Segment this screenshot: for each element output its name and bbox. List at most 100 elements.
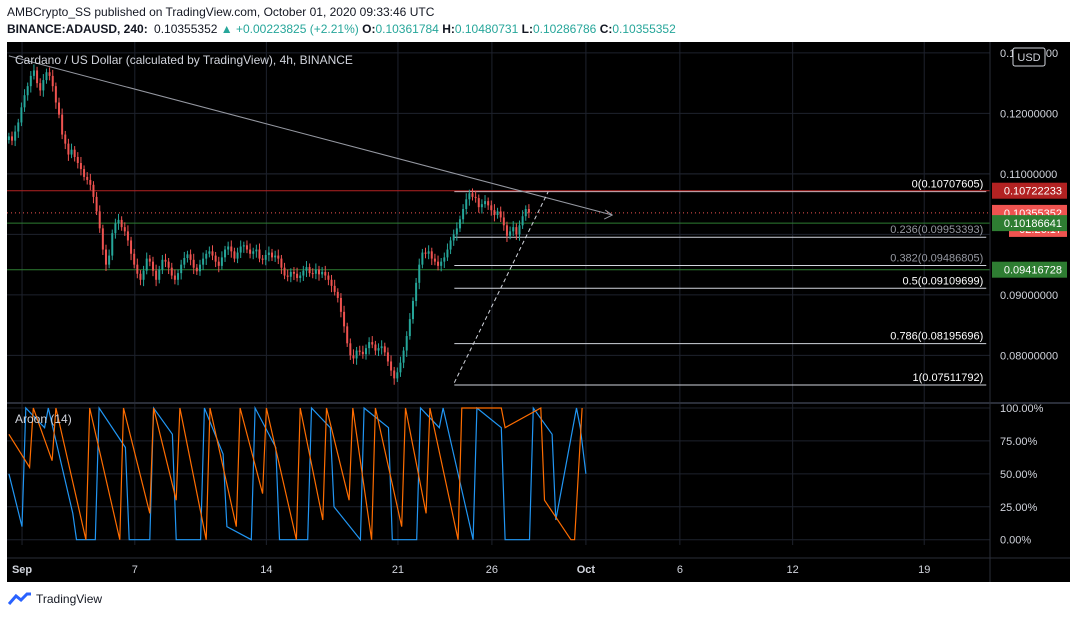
candle-body: [462, 208, 465, 220]
candle-body: [496, 211, 499, 216]
candle-body: [299, 275, 302, 278]
candle-body: [239, 246, 242, 253]
candle-body: [330, 279, 333, 286]
price-tags: 0.107222330.1035535202:26:170.101866410.…: [992, 182, 1067, 278]
trendline-arrow: [603, 209, 614, 220]
candle-body: [120, 219, 123, 228]
symbol-label: BINANCE:ADAUSD, 240: [7, 22, 144, 36]
time-tick-label: 14: [260, 564, 272, 576]
candle-body: [7, 136, 10, 141]
currency-badge[interactable]: [1012, 47, 1046, 67]
candle-body: [518, 225, 521, 235]
candle-body: [480, 204, 483, 208]
candle-body: [177, 273, 180, 280]
candle-body: [79, 163, 82, 170]
candle-body: [42, 80, 45, 91]
aroon-tick-label: 100.00%: [1000, 403, 1044, 415]
candle-body: [374, 344, 377, 351]
candle-body: [321, 271, 324, 275]
aroon-tick-label: 50.00%: [1000, 469, 1038, 481]
candle-body: [280, 258, 283, 268]
candle-body: [324, 271, 327, 276]
candle-body: [408, 319, 411, 337]
candle-body: [349, 343, 352, 356]
time-tick-label: 7: [132, 564, 138, 576]
candle-body: [267, 252, 270, 255]
candle-body: [471, 193, 474, 197]
candle-body: [437, 261, 440, 266]
candle-body: [364, 348, 367, 355]
horizontal-levels[interactable]: [7, 190, 990, 271]
candle-body: [245, 245, 248, 250]
candle-body: [443, 257, 446, 262]
aroon-label: Aroon (14): [15, 412, 72, 426]
candle-body: [415, 282, 418, 301]
support-price-tag-bg: [992, 215, 1067, 232]
candle-body: [227, 246, 230, 250]
currency-label: USD: [1017, 52, 1040, 64]
candle-body: [333, 285, 336, 292]
descending-trendline: [8, 55, 613, 216]
candle-body: [17, 122, 20, 132]
candle-body: [402, 350, 405, 363]
candle-body: [509, 231, 512, 236]
trendlines[interactable]: [8, 55, 614, 383]
price-tick-label: 0.09000000: [1000, 290, 1058, 302]
fib-level-label: 0.5(0.09109699): [903, 275, 984, 287]
candle-body: [465, 199, 468, 209]
ohlc-row: BINANCE:ADAUSD, 240: 0.10355352 ▲ +0.002…: [7, 22, 676, 36]
candle-body: [45, 72, 48, 81]
candle-body: [449, 240, 452, 250]
time-tick-label: 21: [392, 564, 404, 576]
candle-body: [393, 370, 396, 379]
candle-body: [524, 208, 527, 217]
candle-body: [368, 342, 371, 349]
axes: 0.130000000.120000000.110000000.09000000…: [7, 42, 1070, 582]
candle-body: [515, 227, 518, 235]
candle-body: [95, 196, 98, 212]
candle-body: [36, 70, 39, 84]
candle-body: [164, 259, 167, 262]
candle-body: [11, 136, 14, 141]
candle-body: [477, 198, 480, 208]
footer-brand: TradingView: [36, 592, 103, 606]
candle-body: [521, 216, 524, 226]
fib-level-label: 0.786(0.08195696): [890, 331, 983, 343]
open-value: 0.10361784: [375, 22, 439, 36]
chart-svg[interactable]: 0(0.10707605) 0.236(0.09953393) 0.382(0.09…: [7, 42, 1070, 582]
candle-body: [343, 311, 346, 327]
candle-body: [292, 271, 295, 274]
candle-body: [490, 205, 493, 211]
footer[interactable]: TradingView: [8, 592, 102, 606]
candle-body: [484, 201, 487, 205]
candle-body: [195, 267, 198, 272]
candle-body: [136, 264, 139, 274]
candle-body: [39, 83, 42, 91]
candle-body: [283, 267, 286, 276]
fibonacci-retracement[interactable]: 0(0.10707605) 0.236(0.09953393) 0.382(0.09…: [454, 179, 987, 386]
aroon-tick-label: 25.00%: [1000, 502, 1038, 514]
chart-title: Cardano / US Dollar (calculated by Tradi…: [15, 53, 353, 67]
candle-body: [155, 270, 158, 280]
candle-body: [217, 261, 220, 266]
candle-body: [123, 227, 126, 232]
candle-body: [158, 269, 161, 280]
candle-body: [433, 258, 436, 262]
candle-body: [308, 267, 311, 274]
time-tick-label: 26: [486, 564, 498, 576]
candle-body: [452, 234, 455, 241]
candle-body: [355, 350, 358, 359]
candle-body: [180, 264, 183, 274]
fib-level-label: 1(0.07511792): [912, 372, 983, 384]
candle-body: [167, 261, 170, 268]
candle-body: [224, 249, 227, 258]
support-price-tag: 0.10186641: [1004, 218, 1062, 230]
candle-body: [101, 228, 104, 250]
support-price-tag-bg: [992, 261, 1067, 278]
chart-area[interactable]: 0(0.10707605) 0.236(0.09953393) 0.382(0.09…: [7, 42, 1070, 582]
time-tick-label: 6: [677, 564, 683, 576]
candle-body: [327, 275, 330, 280]
candle-body: [264, 254, 267, 260]
candle-body: [390, 361, 393, 371]
candle-body: [220, 257, 223, 266]
